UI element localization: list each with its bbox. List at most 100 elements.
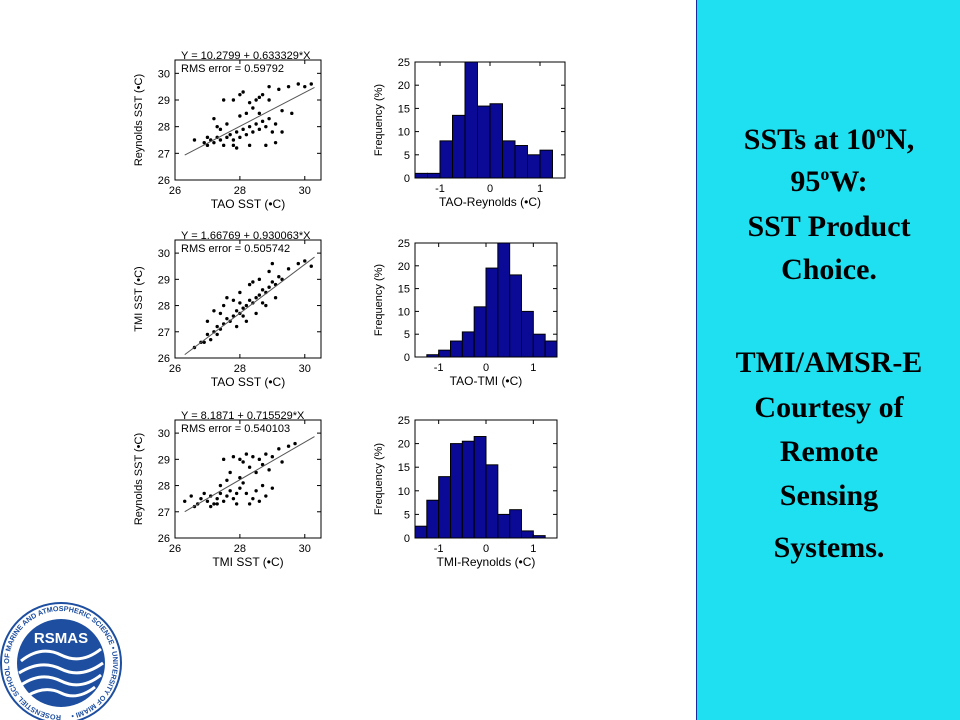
y-axis-label: Reynolds SST (•C)	[133, 74, 145, 166]
scatter-point	[260, 92, 265, 97]
x-tick-label: -1	[434, 543, 444, 555]
side-line-9: Systems.	[773, 531, 885, 564]
logo-wave-1	[20, 647, 102, 663]
histogram-bar	[485, 464, 499, 539]
histogram-bar	[426, 499, 440, 539]
y-axis-label: Frequency (%)	[373, 264, 385, 336]
histogram-bar	[521, 530, 534, 539]
scatter-point	[238, 486, 242, 490]
side-line-7: Remote	[779, 435, 879, 468]
x-axis-label: TAO SST (•C)	[211, 375, 285, 389]
scatter-point	[234, 491, 239, 496]
y-tick-label: 28	[158, 301, 170, 313]
y-tick-label: 25	[398, 415, 410, 427]
scatter-point	[254, 489, 258, 493]
side-line-4: Choice.	[781, 253, 877, 286]
histogram-bar	[509, 274, 522, 358]
y-tick-label: 30	[158, 428, 170, 440]
scatter-point	[247, 465, 252, 469]
scatter-point	[260, 119, 265, 124]
scatter-point	[251, 130, 255, 134]
scatter-point	[280, 108, 284, 113]
rms-error: RMS error = 0.540103	[181, 423, 290, 435]
plot-frame	[174, 59, 322, 181]
scatter-point	[286, 267, 291, 271]
side-line-2: 95oW:	[790, 164, 868, 198]
scatter-point	[205, 143, 210, 148]
scatter-point	[225, 135, 229, 140]
scatter-point	[225, 122, 229, 126]
scatter-point	[238, 475, 242, 480]
y-tick-label: 20	[398, 439, 410, 451]
scatter-point	[267, 84, 271, 89]
scatter-point	[309, 82, 313, 86]
plot-frame	[174, 239, 322, 359]
y-tick-label: 20	[398, 80, 410, 92]
scatter-point	[221, 499, 226, 503]
scatter-point	[199, 496, 203, 501]
scatter-point	[221, 303, 226, 308]
y-tick-label: 15	[398, 284, 410, 296]
scatter-point	[225, 478, 229, 483]
x-axis-label: TAO-Reynolds (•C)	[439, 195, 541, 209]
histogram-bar	[497, 513, 511, 539]
scatter-point	[286, 84, 291, 89]
regression-equation: Y = 10.2799 + 0.633329*X	[181, 50, 311, 62]
y-tick-label: 15	[398, 103, 410, 115]
scatter-point	[241, 306, 245, 310]
scatter-point	[257, 95, 262, 100]
y-tick-label: 29	[158, 274, 170, 286]
y-tick-label: 5	[404, 150, 410, 162]
scatter-point	[303, 84, 307, 89]
y-tick-label: 0	[404, 173, 410, 185]
logo-wave-2	[18, 661, 104, 675]
histogram-bar	[438, 476, 451, 539]
histogram-bar	[473, 306, 487, 358]
scatter-point	[270, 130, 275, 134]
scatter-point	[205, 135, 210, 140]
scatter-point	[238, 457, 242, 462]
y-axis-label: Reynolds SST (•C)	[133, 433, 145, 525]
scatter-point	[254, 122, 258, 126]
x-tick-label: -1	[435, 183, 445, 195]
scatter-point	[212, 116, 216, 121]
scatter-point	[277, 87, 281, 92]
scatter-point	[273, 122, 278, 126]
scatter-point	[260, 288, 265, 292]
scatter-point	[238, 290, 242, 295]
x-tick-label: 30	[299, 185, 311, 197]
scatter-point	[280, 277, 284, 282]
scatter-point	[205, 332, 210, 337]
scatter-point	[247, 100, 252, 105]
scatter-point	[231, 298, 236, 303]
y-tick-label: 15	[398, 462, 410, 474]
scatter-point	[221, 98, 226, 102]
y-tick-label: 29	[158, 95, 170, 107]
scatter-point	[215, 496, 219, 501]
histogram-bar	[461, 440, 475, 539]
regression-line	[184, 256, 315, 356]
scatter-point	[257, 111, 262, 116]
scatter-point	[244, 132, 249, 137]
scatter-point	[254, 295, 258, 300]
scatter-point	[231, 138, 236, 142]
scatter-point	[254, 311, 258, 316]
x-tick-label: 28	[234, 185, 246, 197]
histogram-bar	[539, 149, 553, 179]
side-line-8: Sensing	[779, 479, 879, 512]
y-tick-label: 27	[158, 327, 170, 339]
y-tick-label: 0	[404, 533, 410, 545]
histogram-bar	[464, 61, 478, 179]
logo-wave-3	[20, 673, 102, 687]
scatter-point	[234, 502, 239, 506]
y-axis-label: TMI SST (•C)	[133, 266, 145, 331]
scatter-point	[228, 489, 232, 493]
scatter-point	[260, 462, 265, 467]
scatter-point	[267, 269, 271, 274]
regression-equation: Y = 8.1871 + 0.715529*X	[181, 410, 305, 422]
histogram-bar	[438, 349, 451, 358]
scatter-point	[267, 285, 271, 289]
y-axis-label: Frequency (%)	[373, 84, 385, 156]
scatter-point	[264, 452, 268, 456]
scatter-point	[244, 491, 249, 496]
